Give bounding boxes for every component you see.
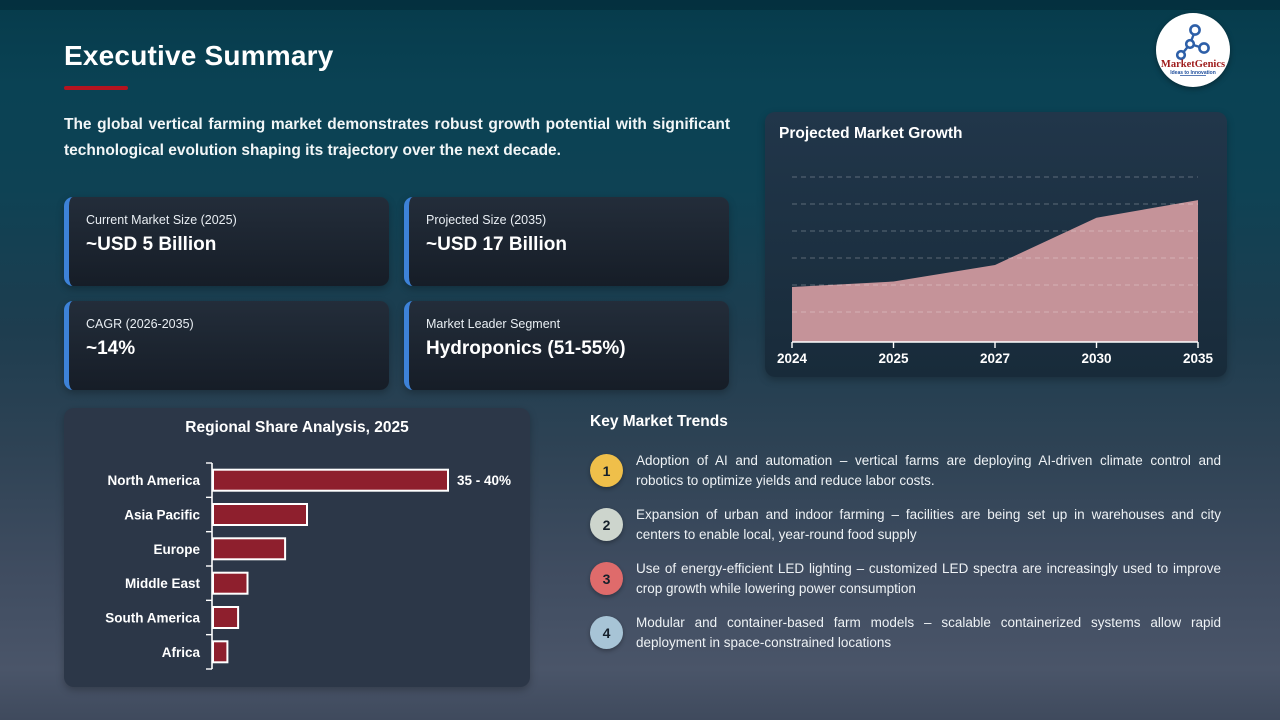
bar bbox=[212, 503, 308, 526]
logo-icon: MarketGenics Ideas to Innovation bbox=[1161, 24, 1225, 76]
stat-value: ~USD 17 Billion bbox=[426, 234, 567, 255]
trend-number-badge: 1 bbox=[590, 454, 623, 487]
bar-category-label: North America bbox=[107, 473, 200, 488]
trend-text: Use of energy-efficient LED lighting – c… bbox=[636, 561, 1221, 596]
bar-category-label: Africa bbox=[162, 645, 201, 660]
trend-text: Modular and container-based farm models … bbox=[636, 615, 1221, 650]
top-strip bbox=[0, 0, 1280, 10]
key-market-trends: Key Market Trends 1 Adoption of AI and a… bbox=[590, 413, 1230, 667]
bar bbox=[212, 468, 449, 492]
stat-value: Hydroponics (51-55%) bbox=[426, 338, 626, 359]
logo-tagline: Ideas to Innovation bbox=[1170, 70, 1216, 76]
trend-item-2: 2 Expansion of urban and indoor farming … bbox=[590, 505, 1230, 544]
bar-category-label: Europe bbox=[153, 542, 200, 557]
bar bbox=[212, 640, 229, 664]
stat-value: ~USD 5 Billion bbox=[86, 234, 217, 255]
x-axis-label: 2035 bbox=[1183, 351, 1214, 366]
trend-text: Adoption of AI and automation – vertical… bbox=[636, 453, 1221, 488]
stat-card-projected-size: Projected Size (2035) ~USD 17 Billion bbox=[404, 197, 729, 286]
stat-label: CAGR (2026-2035) bbox=[86, 317, 194, 331]
logo: MarketGenics Ideas to Innovation bbox=[1156, 13, 1230, 87]
stat-card-market-leader: Market Leader Segment Hydroponics (51-55… bbox=[404, 301, 729, 390]
stat-label: Current Market Size (2025) bbox=[86, 213, 237, 227]
trend-item-1: 1 Adoption of AI and automation – vertic… bbox=[590, 451, 1230, 490]
bar-value-label: 35 - 40% bbox=[457, 473, 511, 488]
bar bbox=[212, 571, 249, 595]
trend-item-3: 3 Use of energy-efficient LED lighting –… bbox=[590, 559, 1230, 598]
x-axis-label: 2027 bbox=[980, 351, 1010, 366]
title-underline bbox=[64, 86, 128, 90]
stat-card-cagr: CAGR (2026-2035) ~14% bbox=[64, 301, 389, 390]
stat-card-current-market-size: Current Market Size (2025) ~USD 5 Billio… bbox=[64, 197, 389, 286]
trend-number-badge: 4 bbox=[590, 616, 623, 649]
regional-share-card: Regional Share Analysis, 2025 North Amer… bbox=[64, 408, 530, 687]
logo-name: MarketGenics bbox=[1161, 59, 1225, 70]
bar-category-label: Asia Pacific bbox=[124, 508, 200, 523]
stat-label: Projected Size (2035) bbox=[426, 213, 547, 227]
growth-area-chart: 2024 2025 2027 2030 2035 bbox=[777, 176, 1214, 366]
x-axis-label: 2030 bbox=[1081, 351, 1111, 366]
trend-item-4: 4 Modular and container-based farm model… bbox=[590, 613, 1230, 652]
trend-number-badge: 3 bbox=[590, 562, 623, 595]
bar-category-label: Middle East bbox=[125, 576, 201, 591]
trend-number-badge: 2 bbox=[590, 508, 623, 541]
projected-market-growth-card: Projected Market Growth 2024 2025 2027 2030… bbox=[765, 112, 1227, 377]
trends-title: Key Market Trends bbox=[590, 413, 728, 430]
area-shape bbox=[792, 200, 1198, 342]
bar bbox=[212, 537, 287, 561]
page-title: Executive Summary bbox=[64, 40, 334, 71]
bar bbox=[212, 606, 240, 629]
bar-category-label: South America bbox=[105, 611, 200, 626]
x-axis-label: 2025 bbox=[878, 351, 909, 366]
x-axis-label: 2024 bbox=[777, 351, 808, 366]
regional-chart-title: Regional Share Analysis, 2025 bbox=[185, 419, 409, 436]
stat-cards: Current Market Size (2025) ~USD 5 Billio… bbox=[64, 197, 729, 390]
trend-text: Expansion of urban and indoor farming – … bbox=[636, 507, 1221, 542]
intro-text: The global vertical farming market demon… bbox=[64, 116, 730, 159]
regional-bar-chart: North America 35 - 40% Asia Pacific Europe M… bbox=[105, 462, 511, 670]
stat-value: ~14% bbox=[86, 338, 136, 359]
stat-label: Market Leader Segment bbox=[426, 317, 561, 331]
growth-chart-title: Projected Market Growth bbox=[779, 125, 963, 142]
